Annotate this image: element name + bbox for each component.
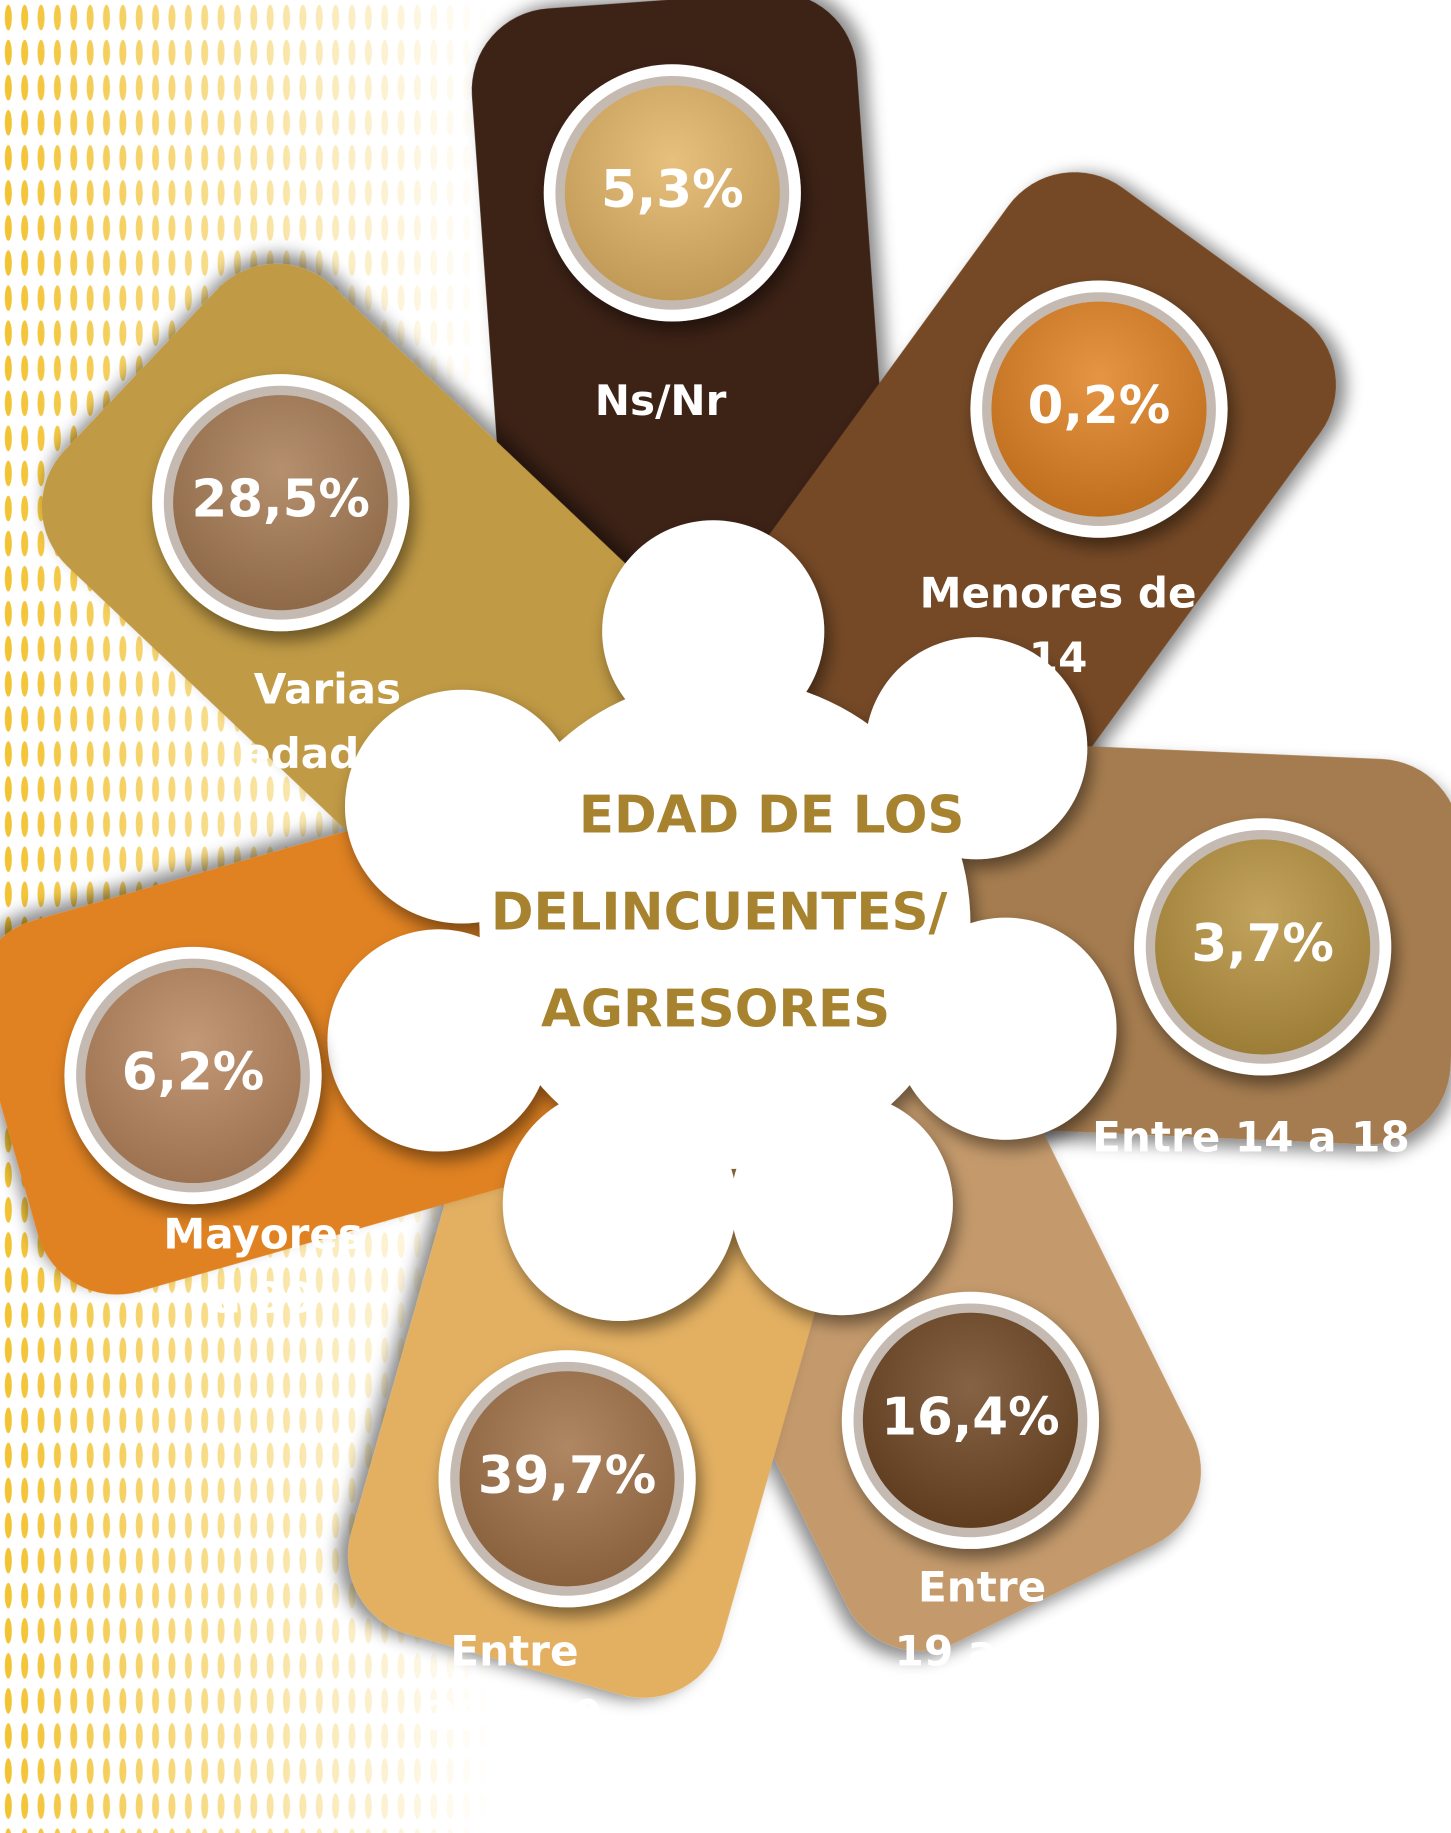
segment-label: a 30 [212,1274,314,1323]
value-label: 28,5% [191,470,369,530]
segment-label: Ns/Nr [595,376,727,425]
segment-label: Entre [918,1562,1046,1611]
value-label: 0,2% [1028,376,1171,436]
title-line: EDAD DE LOS [579,785,965,845]
segment-label: Menores de [920,569,1197,618]
value-label: 3,7% [1191,914,1334,974]
value-label: 16,4% [881,1387,1059,1447]
segment-label: 19 a 24 [895,1627,1070,1676]
segment-label: 25 a 30 [427,1691,602,1740]
infographic: 5,3% Ns/Nr 0,2% Menores de 14 3,7% Entre 14 a … [0,0,1451,1833]
value-label: 39,7% [478,1446,656,1506]
title-line: DELINCUENTES/ [491,882,948,942]
segment-label: Mayores [163,1209,363,1258]
segment-label: edades [242,729,413,778]
segment-label: Entre 14 a 18 [1092,1112,1410,1161]
value-label: 5,3% [601,160,744,220]
segment-label: Varias [254,665,401,714]
segment-label: Entre [450,1627,578,1676]
segment-label: 14 [1029,633,1088,682]
page: {"title": ["EDAD DE LOS", "DELINCUENTES/… [0,0,1451,1833]
value-label: 6,2% [122,1042,265,1102]
title-line: AGRESORES [541,979,890,1039]
